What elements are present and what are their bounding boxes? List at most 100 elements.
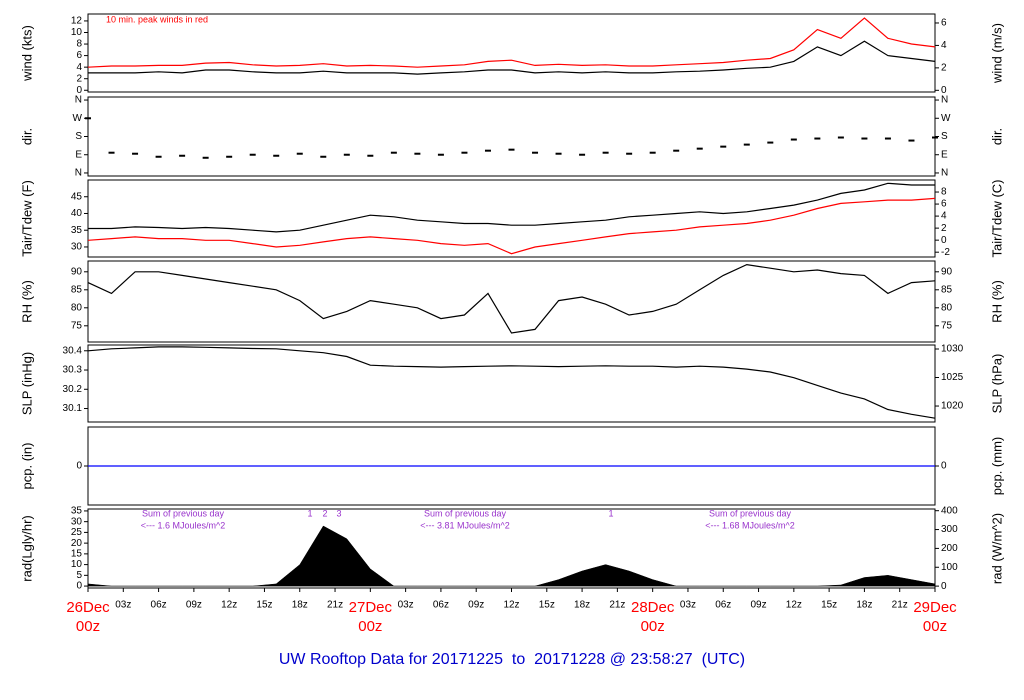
x-tick-label: 03z bbox=[398, 600, 414, 611]
y-tick-label: 40 bbox=[71, 208, 83, 219]
x-tick-label: 06z bbox=[151, 600, 167, 611]
y-tick-label: 8 bbox=[76, 39, 82, 50]
dir-point bbox=[649, 151, 656, 154]
y2-tick-label: -2 bbox=[941, 247, 950, 258]
y-axis-label: wind (kts) bbox=[19, 25, 34, 82]
dir-point bbox=[908, 139, 915, 142]
y-tick-label: 30 bbox=[71, 516, 83, 527]
panel-frame bbox=[87, 96, 936, 177]
series-line bbox=[87, 197, 936, 255]
x-day-label: 27Dec bbox=[349, 599, 393, 616]
annotation: 2 bbox=[322, 508, 327, 518]
y-tick-label: W bbox=[73, 113, 83, 124]
x-tick-label: 18z bbox=[574, 600, 590, 611]
dir-point bbox=[132, 152, 139, 155]
x-tick-label: 18z bbox=[292, 600, 308, 611]
x-tick-label: 12z bbox=[503, 600, 519, 611]
x-tick-label: 21z bbox=[892, 600, 908, 611]
y2-tick-label: 4 bbox=[941, 40, 947, 51]
dir-point bbox=[532, 151, 539, 154]
y-axis-label: RH (%) bbox=[19, 280, 34, 323]
annotation: 1 bbox=[307, 508, 312, 518]
y2-tick-label: 1020 bbox=[941, 401, 964, 412]
series-line bbox=[87, 263, 936, 334]
y2-tick-label: 300 bbox=[941, 524, 958, 535]
y-tick-label: 85 bbox=[71, 284, 83, 295]
y-tick-label: 35 bbox=[71, 225, 83, 236]
x-tick-label: 15z bbox=[256, 600, 272, 611]
y-axis-label: Tair/Tdew (F) bbox=[19, 180, 34, 257]
y-tick-label: 25 bbox=[71, 527, 83, 538]
dir-point bbox=[555, 152, 562, 155]
x-tick-label: 21z bbox=[609, 600, 625, 611]
annotation: 3 bbox=[336, 508, 341, 518]
x-day-label: 28Dec bbox=[631, 599, 675, 616]
x-tick-label: 12z bbox=[221, 600, 237, 611]
x-tick-label: 09z bbox=[750, 600, 766, 611]
y-tick-label: E bbox=[75, 149, 82, 160]
y-tick-label: N bbox=[75, 168, 82, 179]
y-axis-label: rad(Lgly/hr) bbox=[19, 515, 34, 581]
x-day-label: 29Dec bbox=[913, 599, 957, 616]
panel-frame bbox=[87, 260, 936, 343]
dir-point bbox=[226, 155, 233, 158]
y2-tick-label: 2 bbox=[941, 63, 947, 74]
y-tick-label: 20 bbox=[71, 538, 83, 549]
x-tick-label: 06z bbox=[433, 600, 449, 611]
x-day-label: 26Dec bbox=[66, 599, 110, 616]
y2-tick-label: S bbox=[941, 131, 948, 142]
dir-point bbox=[108, 151, 115, 154]
y2-tick-label: N bbox=[941, 168, 948, 179]
series-line bbox=[87, 346, 936, 419]
x-day-label: 00z bbox=[358, 618, 382, 635]
y2-tick-label: E bbox=[941, 149, 948, 160]
x-tick-label: 09z bbox=[186, 600, 202, 611]
y2-tick-label: 0 bbox=[941, 85, 947, 96]
x-day-label: 00z bbox=[923, 618, 947, 635]
x-day-label: 00z bbox=[641, 618, 665, 635]
dir-point bbox=[249, 153, 256, 156]
y2-axis-label: SLP (hPa) bbox=[989, 354, 1004, 414]
y2-tick-label: 2 bbox=[941, 223, 947, 234]
y-tick-label: 45 bbox=[71, 191, 83, 202]
y2-tick-label: 0 bbox=[941, 581, 947, 592]
dir-point bbox=[273, 154, 280, 157]
dir-point bbox=[696, 147, 703, 150]
dir-point bbox=[484, 149, 491, 152]
y2-tick-label: 90 bbox=[941, 266, 953, 277]
y2-tick-label: 80 bbox=[941, 302, 953, 313]
x-tick-label: 15z bbox=[539, 600, 555, 611]
y-tick-label: 15 bbox=[71, 549, 83, 560]
x-day-label: 00z bbox=[76, 618, 100, 635]
y-tick-label: 90 bbox=[71, 266, 83, 277]
y-tick-label: N bbox=[75, 95, 82, 106]
panel-frame bbox=[87, 179, 936, 258]
y-tick-label: 80 bbox=[71, 302, 83, 313]
y2-tick-label: 6 bbox=[941, 199, 947, 210]
y-tick-label: 30.3 bbox=[63, 365, 83, 376]
panel-frame bbox=[87, 344, 936, 423]
x-tick-label: 15z bbox=[821, 600, 837, 611]
y-tick-label: 2 bbox=[76, 73, 82, 84]
y2-tick-label: 0 bbox=[941, 461, 947, 472]
series-line bbox=[88, 182, 935, 233]
dir-point bbox=[179, 154, 186, 157]
y-tick-label: 12 bbox=[71, 16, 83, 27]
series-line bbox=[87, 17, 936, 68]
annotation: Sum of previous day bbox=[424, 508, 507, 518]
y2-tick-label: 4 bbox=[941, 211, 947, 222]
y-tick-label: 0 bbox=[76, 85, 82, 96]
y2-tick-label: 8 bbox=[941, 187, 947, 198]
annotation: Sum of previous day bbox=[142, 508, 225, 518]
y2-tick-label: 100 bbox=[941, 562, 958, 573]
y-tick-label: S bbox=[75, 131, 82, 142]
panel-frame bbox=[87, 13, 936, 93]
y2-axis-label: dir. bbox=[989, 128, 1004, 145]
y2-tick-label: 400 bbox=[941, 505, 958, 516]
y-axis-label: pcp. (in) bbox=[19, 443, 34, 490]
y-tick-label: 10 bbox=[71, 27, 83, 38]
annotation: 1 bbox=[608, 508, 613, 518]
y2-axis-label: RH (%) bbox=[989, 280, 1004, 323]
y-tick-label: 35 bbox=[71, 506, 83, 517]
x-tick-label: 12z bbox=[786, 600, 802, 611]
